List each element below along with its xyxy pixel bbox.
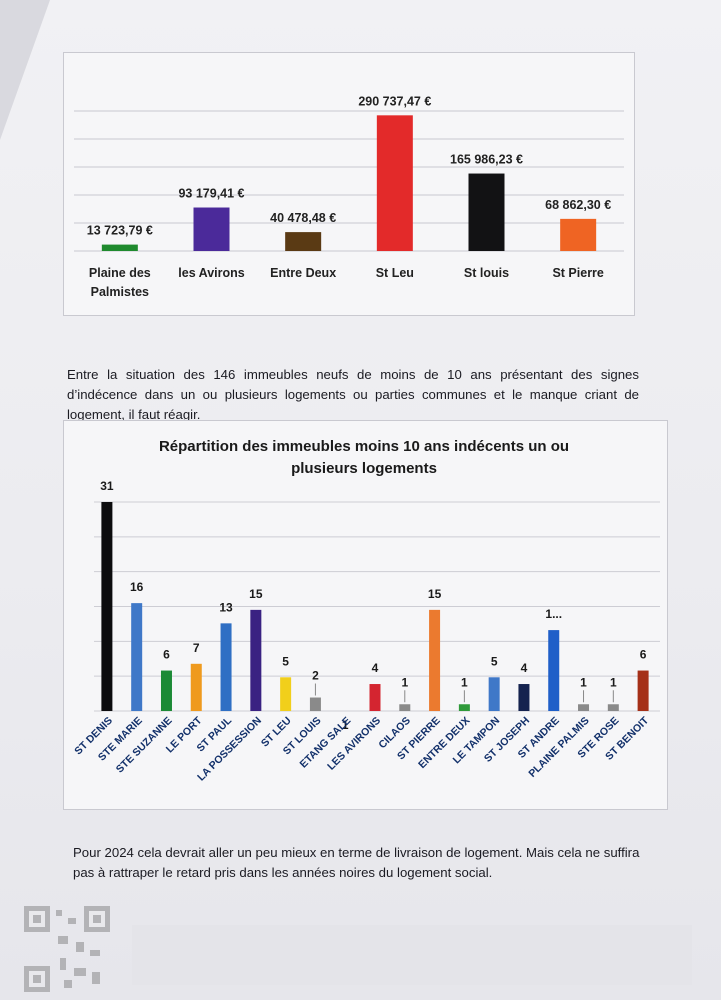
bar-value-label: 1...	[545, 607, 562, 621]
bar-value-label: 6	[163, 648, 170, 662]
bar-value-label: 16	[130, 580, 144, 594]
category-label: St louis	[464, 266, 509, 280]
bar-value-label: 40 478,48 €	[270, 211, 336, 225]
category-label: Entre Deux	[270, 266, 336, 280]
bar-value-label: 4	[372, 661, 379, 675]
bar-value-label: 68 862,30 €	[545, 198, 611, 212]
category-label: St Leu	[376, 266, 414, 280]
bar	[101, 244, 138, 251]
bar-value-label: 6	[640, 648, 647, 662]
bar-value-label: 31	[100, 479, 114, 493]
bar-value-label: 5	[491, 654, 498, 668]
bar	[220, 623, 232, 711]
bar-value-label: 5	[282, 654, 289, 668]
intro-paragraph: Entre la situation des 146 immeubles neu…	[67, 367, 639, 423]
bar-value-label: 13	[219, 600, 233, 614]
bar-value-label: 15	[249, 587, 263, 601]
bar	[131, 603, 143, 711]
indecent-buildings-chart-svg: Répartition des immeubles moins 10 ans i…	[72, 438, 660, 784]
bar	[548, 630, 560, 711]
bar	[369, 684, 381, 711]
bar	[488, 677, 500, 711]
bar	[101, 502, 113, 711]
closing-paragraph: Pour 2024 cela devrait aller un peu mieu…	[73, 845, 640, 881]
bar	[160, 670, 172, 711]
bar-value-label: 7	[193, 641, 200, 655]
indecent-buildings-chart: Répartition des immeubles moins 10 ans i…	[63, 420, 668, 810]
bar	[468, 173, 505, 251]
bar-value-label: 93 179,41 €	[178, 187, 244, 201]
bar	[429, 609, 441, 711]
category-label: les Avirons	[178, 266, 245, 280]
bar	[376, 115, 413, 251]
bar	[560, 218, 597, 251]
bar-value-label: 1	[580, 675, 587, 689]
chart-title: plusieurs logements	[291, 460, 437, 477]
bar	[578, 704, 590, 711]
bar-value-label: 4	[521, 661, 528, 675]
bar-value-label: 2	[312, 669, 319, 683]
bar	[518, 684, 530, 711]
bar	[399, 704, 411, 711]
bar	[309, 697, 321, 711]
bar	[607, 704, 619, 711]
bar-value-label: 290 737,47 €	[358, 94, 431, 108]
bar	[458, 704, 470, 711]
bar-value-label: 165 986,23 €	[450, 153, 523, 167]
chart-title: Répartition des immeubles moins 10 ans i…	[159, 438, 569, 455]
bar	[193, 207, 230, 251]
bar-value-label: 1	[342, 718, 349, 732]
qr-code-icon	[24, 906, 110, 992]
bar-value-label: 13 723,79 €	[87, 224, 153, 238]
category-label: Plaine des	[89, 266, 151, 280]
bar-value-label: 1	[610, 675, 617, 689]
folded-page-corner	[0, 0, 50, 140]
bar	[190, 663, 202, 711]
bar-value-label: 1	[401, 675, 408, 689]
funding-by-commune-chart: 13 723,79 € Plaine des Palmistes 93 179,41 …	[63, 52, 635, 316]
bar-value-label: 1	[461, 675, 468, 689]
category-label: St Pierre	[552, 266, 603, 280]
bar	[280, 677, 292, 711]
faded-footer-block	[132, 925, 692, 985]
funding-chart-svg: 13 723,79 € Plaine des Palmistes 93 179,41 …	[74, 94, 624, 299]
bar	[637, 670, 649, 711]
bar	[250, 609, 262, 711]
category-label: Palmistes	[91, 285, 149, 299]
bar-value-label: 15	[428, 587, 442, 601]
category-label: LES AVIRONS	[325, 715, 383, 773]
bar	[285, 232, 322, 251]
